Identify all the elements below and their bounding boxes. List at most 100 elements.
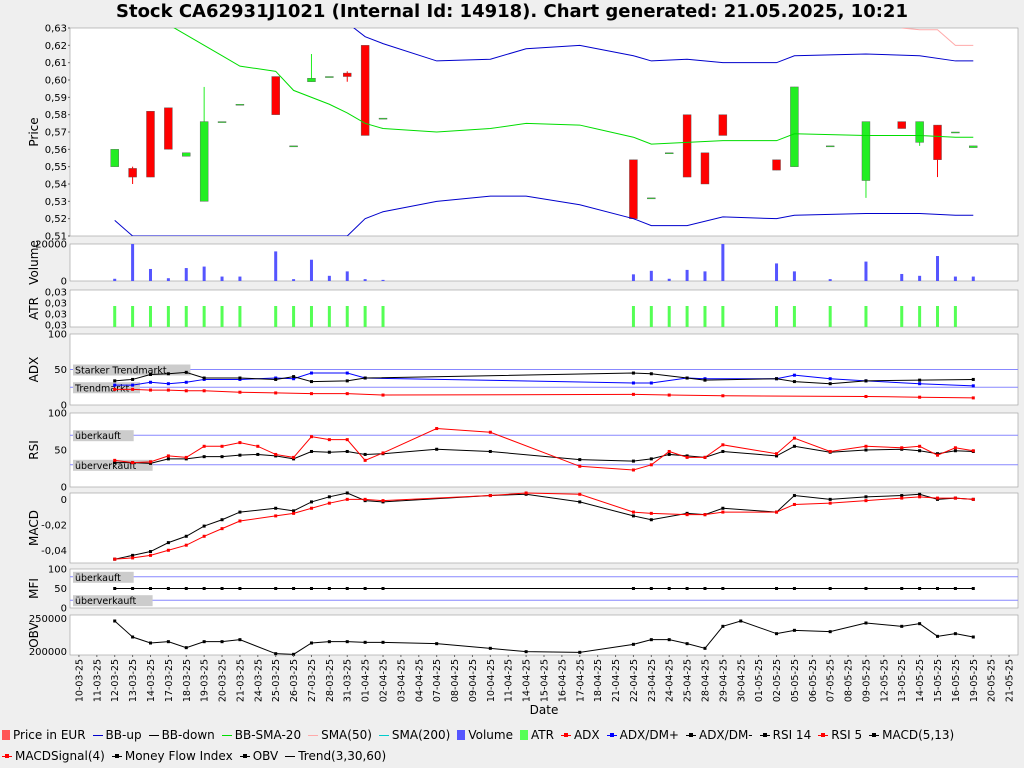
legend-line bbox=[378, 735, 389, 736]
candle-body bbox=[647, 197, 656, 200]
point-adx-dm- bbox=[971, 384, 975, 388]
point-adx bbox=[864, 394, 868, 398]
series-sma-50- bbox=[901, 28, 974, 46]
y-tick-label: 0,03 bbox=[45, 310, 67, 321]
atr-bar bbox=[936, 306, 940, 327]
candle-body bbox=[718, 114, 728, 136]
y-tick-label: 0,57 bbox=[45, 128, 67, 139]
point-macd-5-13- bbox=[792, 494, 796, 498]
x-tick-label: 24-04-25 bbox=[665, 659, 676, 702]
atr-bar bbox=[775, 306, 779, 327]
x-tick-label: 21-03-25 bbox=[235, 659, 246, 702]
point-rsi-5 bbox=[918, 444, 922, 448]
point-adx-dm- bbox=[703, 378, 707, 382]
point-obv bbox=[918, 622, 922, 626]
point-adx bbox=[184, 389, 188, 393]
point-adx bbox=[274, 391, 278, 395]
legend-item: BB-SMA-20 bbox=[221, 725, 302, 746]
point-obv bbox=[703, 646, 707, 650]
point-macd-5-13- bbox=[148, 550, 152, 554]
volume-bar bbox=[900, 273, 904, 281]
candle-body bbox=[825, 145, 835, 148]
x-tick-label: 28-03-25 bbox=[325, 659, 336, 702]
legend-line bbox=[308, 735, 319, 736]
point-money-flow-index bbox=[274, 587, 278, 590]
point-rsi-5 bbox=[488, 430, 492, 434]
volume-bar bbox=[953, 276, 957, 281]
x-tick-label: 10-03-25 bbox=[74, 659, 85, 702]
point-rsi-5 bbox=[578, 464, 582, 468]
candle-body bbox=[629, 159, 638, 219]
point-macdsignal-4- bbox=[166, 548, 170, 552]
annotation-label: Trendmarkt bbox=[74, 383, 129, 394]
point-macdsignal-4- bbox=[775, 510, 779, 514]
series-rsi-14 bbox=[114, 445, 974, 464]
point-rsi-5 bbox=[900, 446, 904, 450]
point-adx-dm- bbox=[792, 373, 796, 377]
x-tick-label: 27-03-25 bbox=[307, 659, 318, 702]
point-rsi-5 bbox=[953, 446, 957, 450]
point-adx-dm- bbox=[148, 372, 152, 376]
volume-bar bbox=[381, 279, 385, 281]
point-rsi-14 bbox=[649, 457, 653, 461]
point-macdsignal-4- bbox=[703, 513, 707, 517]
point-macdsignal-4- bbox=[202, 534, 206, 538]
legend-swatch bbox=[457, 730, 466, 740]
point-rsi-5 bbox=[936, 453, 940, 457]
legend-item: BB-down bbox=[148, 725, 215, 746]
candle-body bbox=[235, 104, 245, 106]
y-axis-label: Volume bbox=[27, 240, 41, 285]
y-tick-label: 50 bbox=[54, 446, 67, 457]
point-obv bbox=[739, 619, 743, 623]
point-macdsignal-4- bbox=[828, 501, 832, 505]
x-tick-label: 22-04-25 bbox=[629, 659, 640, 702]
panel-frame bbox=[69, 614, 1019, 656]
point-adx-dm- bbox=[274, 377, 278, 381]
point-money-flow-index bbox=[131, 587, 135, 590]
series-bb-down bbox=[114, 195, 974, 236]
candle-body bbox=[915, 121, 924, 143]
stock-chart: 0,51 0,52 0,53 0,54 0,55 0,56 0,57 0,58 0,59 0,60… bbox=[27, 24, 1019, 717]
candle-body bbox=[289, 145, 298, 148]
x-tick-label: 25-04-25 bbox=[683, 659, 694, 702]
y-tick-label: 0,55 bbox=[45, 162, 67, 173]
legend-item: BB-up bbox=[92, 725, 142, 746]
y-tick-label: 0 bbox=[61, 495, 67, 506]
point-macdsignal-4- bbox=[685, 513, 689, 517]
point-adx-dm- bbox=[685, 376, 689, 380]
volume-bar bbox=[166, 278, 170, 281]
x-tick-label: 08-05-25 bbox=[844, 659, 855, 702]
x-tick-label: 16-05-25 bbox=[951, 659, 962, 702]
point-macdsignal-4- bbox=[524, 491, 528, 495]
atr-bar bbox=[900, 306, 904, 327]
y-tick-label: 0 bbox=[61, 604, 67, 615]
x-tick-label: 05-05-25 bbox=[790, 659, 801, 702]
point-rsi-14 bbox=[578, 458, 582, 462]
atr-bar bbox=[113, 306, 117, 327]
point-macd-5-13- bbox=[274, 506, 278, 510]
point-money-flow-index bbox=[309, 587, 313, 590]
volume-bar bbox=[238, 276, 242, 281]
point-money-flow-index bbox=[864, 587, 868, 590]
point-macd-5-13- bbox=[721, 506, 725, 510]
legend-label: BB-SMA-20 bbox=[234, 728, 302, 742]
series-rsi-5 bbox=[114, 428, 974, 471]
point-rsi-14 bbox=[220, 455, 224, 459]
point-rsi-5 bbox=[971, 449, 975, 453]
point-macd-5-13- bbox=[578, 500, 582, 504]
point-obv bbox=[649, 638, 653, 642]
atr-bar bbox=[166, 306, 170, 327]
point-macdsignal-4- bbox=[184, 543, 188, 547]
point-money-flow-index bbox=[327, 587, 331, 590]
volume-bar bbox=[649, 270, 653, 281]
point-macdsignal-4- bbox=[381, 499, 385, 503]
panel-frame bbox=[69, 289, 1019, 328]
y-tick-label: 250000 bbox=[29, 614, 67, 625]
point-obv bbox=[667, 638, 671, 642]
x-tick-label: 09-05-25 bbox=[861, 659, 872, 702]
point-macdsignal-4- bbox=[721, 510, 725, 514]
y-axis-label: MACD bbox=[27, 510, 41, 546]
point-adx-dm- bbox=[631, 371, 635, 375]
legend-marker bbox=[759, 733, 770, 737]
